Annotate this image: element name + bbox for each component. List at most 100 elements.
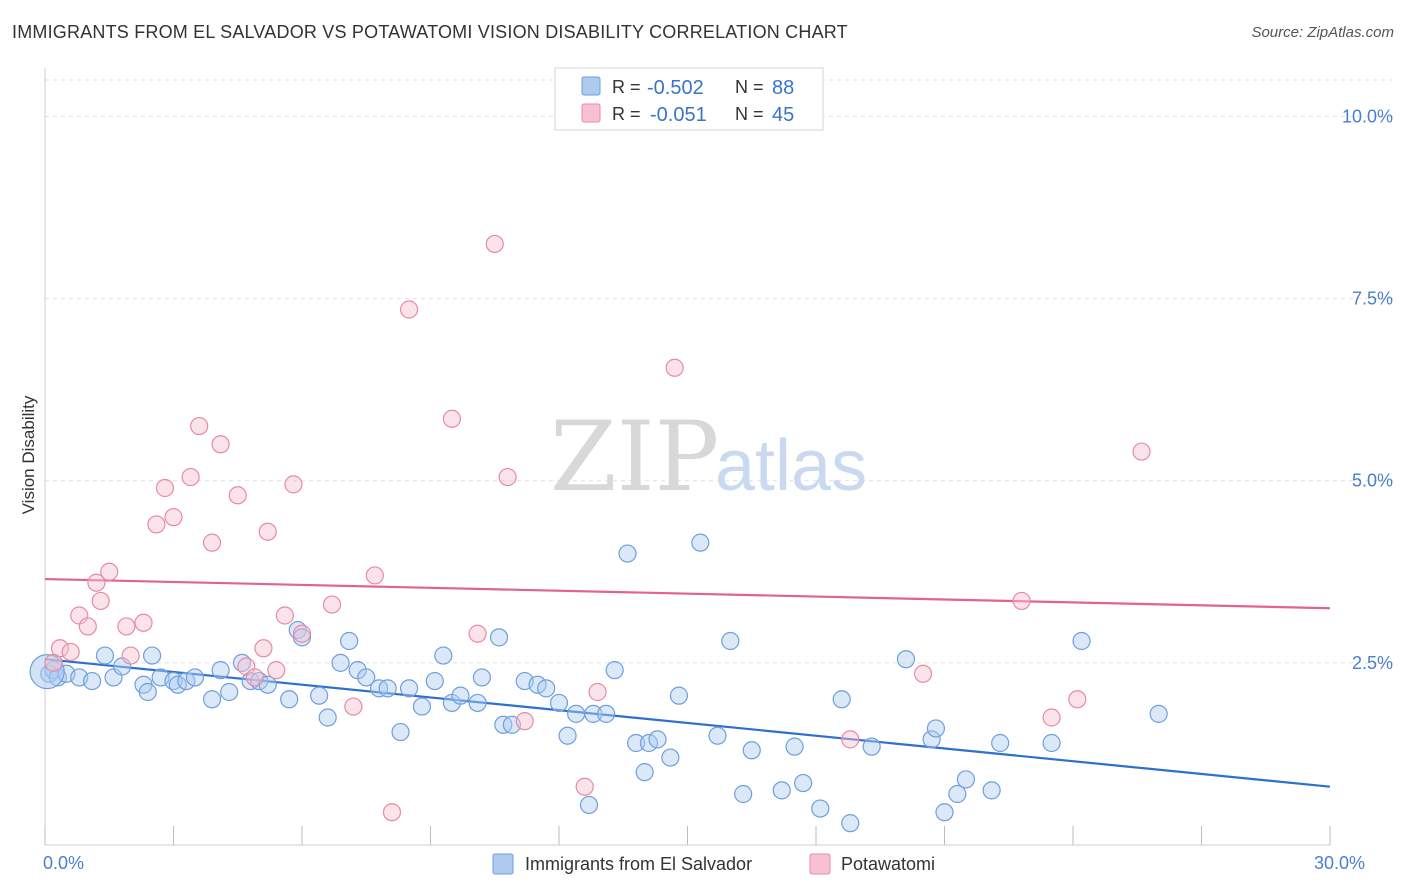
data-point-potawatomi [292, 624, 312, 643]
data-point-potawatomi [61, 642, 80, 662]
legend-swatch-pink [581, 103, 601, 123]
data-point-el-salvador [434, 646, 453, 665]
data-point-el-salvador [468, 693, 487, 713]
data-point-el-salvador [982, 781, 1001, 800]
data-point-el-salvador [832, 690, 851, 709]
data-point-el-salvador [95, 646, 115, 665]
data-point-el-salvador [357, 668, 376, 687]
watermark: ZIP atlas [550, 401, 867, 513]
legend-n-value: 45 [772, 104, 794, 126]
data-point-potawatomi [211, 435, 230, 454]
data-point-el-salvador [948, 784, 967, 804]
data-point-potawatomi [267, 661, 286, 680]
series-legend-swatch-blue [492, 853, 514, 875]
data-point-potawatomi [100, 562, 119, 581]
data-point-potawatomi [155, 478, 175, 498]
data-point-potawatomi [1132, 442, 1151, 461]
data-point-potawatomi [588, 682, 607, 702]
data-point-potawatomi [190, 416, 209, 436]
data-point-potawatomi [134, 613, 153, 632]
data-point-potawatomi [1068, 690, 1087, 709]
data-point-potawatomi [117, 617, 136, 636]
data-point-el-salvador [399, 679, 419, 698]
data-point-el-salvador [29, 653, 65, 690]
data-point-el-salvador [280, 690, 299, 709]
data-point-el-salvador [794, 773, 813, 793]
data-point-potawatomi [468, 624, 487, 643]
data-point-potawatomi [322, 595, 342, 614]
data-point-el-salvador [391, 722, 410, 742]
legend-n-value: 88 [772, 77, 794, 99]
data-point-potawatomi [91, 591, 110, 611]
data-point-el-salvador [331, 653, 350, 672]
x-tick-labels: 0.0% 30.0% [43, 853, 1365, 873]
data-point-potawatomi [258, 522, 277, 541]
data-point-el-salvador [185, 668, 205, 687]
data-point-el-salvador [567, 704, 586, 723]
data-point-el-salvador [862, 737, 881, 756]
data-point-potawatomi [399, 300, 419, 319]
data-point-potawatomi [228, 486, 247, 505]
data-point-el-salvador [721, 631, 740, 651]
data-point-potawatomi [202, 533, 222, 552]
data-point-el-salvador [956, 770, 976, 789]
legend-n-label: N = [735, 77, 764, 97]
series-legend-swatch-pink [809, 853, 831, 875]
legend-n-label: N = [735, 104, 764, 124]
data-point-el-salvador [142, 646, 162, 665]
y-tick-labels: 2.5% 5.0% 7.5% 10.0% [1342, 106, 1393, 672]
data-point-el-salvador [605, 661, 624, 680]
series-legend: Immigrants from El Salvador Potawatomi [492, 853, 935, 875]
data-point-el-salvador [669, 686, 689, 705]
data-point-potawatomi [442, 409, 462, 428]
data-point-potawatomi [575, 777, 594, 796]
data-point-el-salvador [412, 697, 432, 716]
trendline-el-salvador [44, 658, 1331, 788]
y-tick-label: 2.5% [1352, 653, 1393, 673]
data-point-el-salvador [340, 631, 359, 651]
data-point-potawatomi [275, 606, 294, 625]
data-point-el-salvador [1149, 704, 1168, 723]
data-point-el-salvador [489, 628, 509, 647]
data-point-el-salvador [211, 661, 230, 680]
data-point-potawatomi [382, 803, 402, 822]
data-point-potawatomi [50, 639, 70, 658]
y-tick-label: 5.0% [1352, 471, 1393, 491]
y-tick-label: 7.5% [1352, 289, 1393, 309]
gridlines [45, 79, 1395, 664]
data-point-el-salvador [549, 693, 569, 713]
data-point-el-salvador [742, 741, 761, 760]
data-point-el-salvador [708, 726, 727, 745]
data-point-el-salvador [785, 737, 804, 756]
data-point-potawatomi [841, 730, 860, 749]
chart-source: Source: ZipAtlas.com [1251, 24, 1394, 41]
data-point-el-salvador [138, 682, 157, 702]
y-axis-title: Vision Disability [19, 395, 38, 514]
correlation-legend: R = -0.502 N = 88 R = -0.051 N = 45 [554, 67, 824, 131]
data-point-el-salvador [220, 682, 239, 702]
data-point-el-salvador [626, 733, 646, 753]
data-point-el-salvador [202, 690, 222, 709]
data-point-el-salvador [734, 784, 753, 804]
x-tick-label: 30.0% [1314, 853, 1365, 873]
data-point-potawatomi [284, 475, 303, 494]
legend-swatch-blue [581, 76, 601, 96]
trendline-potawatomi [44, 577, 1331, 610]
data-point-el-salvador [579, 795, 599, 815]
legend-r-value: -0.502 [647, 77, 704, 99]
data-point-el-salvador [896, 650, 916, 669]
data-point-potawatomi [181, 467, 200, 487]
data-point-potawatomi [1012, 591, 1031, 611]
data-point-el-salvador [841, 814, 860, 833]
data-point-potawatomi [87, 573, 106, 592]
y-tick-label: 10.0% [1342, 106, 1393, 126]
data-point-el-salvador [451, 686, 470, 705]
data-point-potawatomi [913, 664, 933, 683]
legend-r-label: R = [612, 104, 641, 124]
series-legend-label: Potawatomi [841, 854, 935, 874]
data-point-potawatomi [147, 515, 166, 534]
data-point-el-salvador [618, 544, 637, 563]
data-point-el-salvador [661, 748, 680, 767]
data-point-el-salvador [584, 704, 603, 723]
